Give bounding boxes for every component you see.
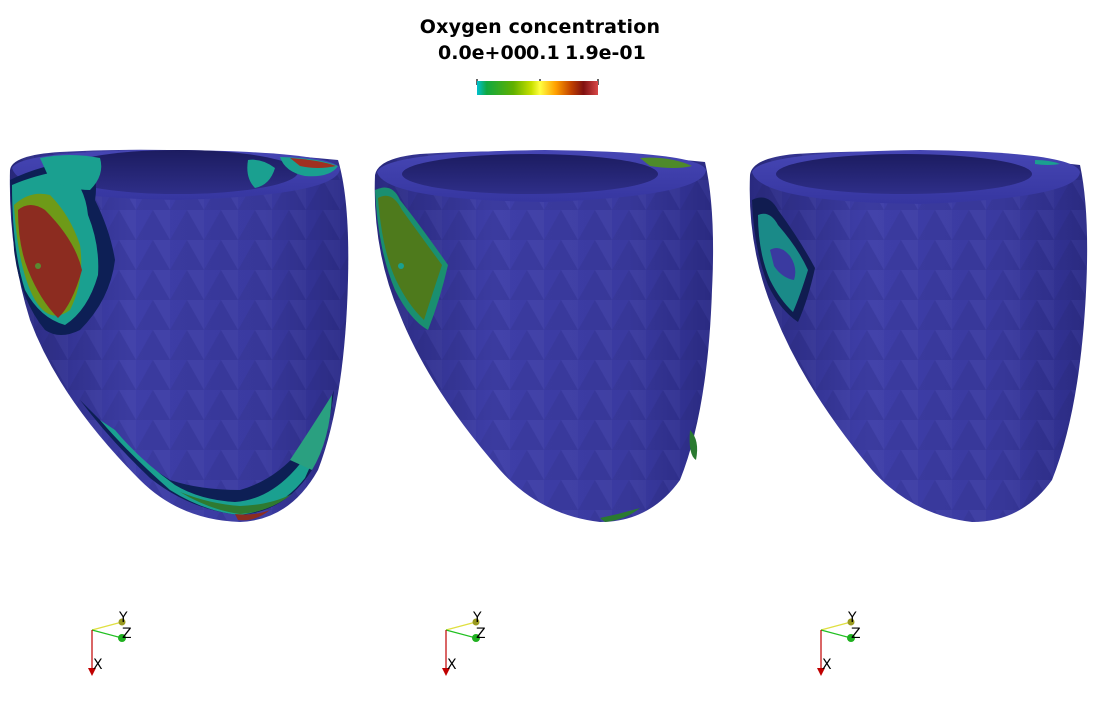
axis-label-y: Y <box>472 610 482 626</box>
legend-title: Oxygen concentration <box>419 16 661 38</box>
axis-label-z: Z <box>851 626 861 642</box>
legend-tick-min: 0.0e+00 <box>438 42 527 64</box>
axis-label-z: Z <box>122 626 132 642</box>
axis-label-z: Z <box>476 626 486 642</box>
axis-label-y: Y <box>118 610 128 626</box>
heart-view-3 <box>749 150 1088 522</box>
legend-tick-max: 1.9e-01 <box>565 42 646 64</box>
orientation-axes-3: Y Z X <box>817 610 861 676</box>
colorbar-gradient <box>476 79 599 95</box>
legend-tick-mid: 0.1 <box>526 42 560 64</box>
orientation-axes-1: Y Z X <box>88 610 132 676</box>
axis-label-y: Y <box>847 610 857 626</box>
axis-label-x: X <box>93 657 103 673</box>
colorbar-legend: Oxygen concentration 0.0e+00 0.1 1.9e-01 <box>390 14 690 98</box>
axis-label-x: X <box>822 657 832 673</box>
heart-view-1 <box>9 149 349 523</box>
axis-label-x: X <box>447 657 457 673</box>
heart-view-2 <box>374 150 714 523</box>
orientation-axes-2: Y Z X <box>442 610 486 676</box>
